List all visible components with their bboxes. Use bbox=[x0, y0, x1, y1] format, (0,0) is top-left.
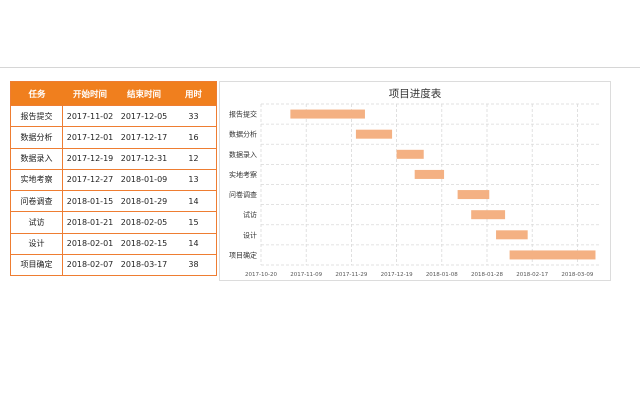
cell-days: 38 bbox=[188, 260, 199, 270]
cell-days: 12 bbox=[188, 154, 199, 164]
cell-task: 问卷调查 bbox=[11, 191, 63, 212]
cell-task: 项目确定 bbox=[11, 254, 63, 275]
cell-task: 实地考察 bbox=[11, 169, 63, 190]
table-row: 数据分析 2017-12-01 2017-12-17 16 bbox=[11, 126, 216, 148]
cell-end: 2017-12-31 bbox=[120, 154, 168, 164]
cell-start: 2018-01-21 bbox=[66, 217, 114, 227]
x-tick-label: 2017-12-19 bbox=[381, 272, 413, 278]
chart-frame bbox=[219, 81, 611, 281]
cell-start: 2018-01-15 bbox=[66, 196, 114, 206]
table-row: 问卷调查 2018-01-15 2018-01-29 14 bbox=[11, 190, 216, 212]
cell-end: 2018-03-17 bbox=[120, 260, 168, 270]
table-row: 设计 2018-02-01 2018-02-15 14 bbox=[11, 232, 216, 254]
cell-start: 2018-02-07 bbox=[66, 260, 114, 270]
table-body: 报告提交 2017-11-02 2017-12-05 33 数据分析 2017-12-01… bbox=[11, 105, 216, 275]
cell-start: 2017-12-27 bbox=[66, 175, 114, 185]
x-tick-label: 2018-01-28 bbox=[471, 272, 503, 278]
x-tick-label: 2018-01-08 bbox=[426, 272, 458, 278]
gantt-bar bbox=[509, 250, 596, 260]
x-tick-label: 2017-11-09 bbox=[290, 272, 322, 278]
category-label: 设计 bbox=[243, 230, 257, 239]
gantt-bar bbox=[396, 149, 424, 159]
cell-end: 2017-12-05 bbox=[120, 111, 168, 121]
cell-end: 2018-02-05 bbox=[120, 217, 168, 227]
header-days-label: 用时 bbox=[184, 89, 202, 100]
cell-task: 设计 bbox=[11, 233, 63, 254]
top-divider bbox=[0, 67, 640, 68]
category-label: 报告提交 bbox=[229, 110, 257, 119]
header-task-label: 任务 bbox=[28, 89, 46, 100]
category-label: 实地考察 bbox=[229, 170, 257, 179]
gantt-bar bbox=[355, 129, 393, 139]
task-table: 任务 开始时间 结束时间 用时 报告提交 2017-11-02 2017-12-05… bbox=[10, 81, 217, 276]
chart-title: 项目进度表 bbox=[388, 88, 442, 100]
cell-start: 2017-11-02 bbox=[66, 111, 114, 121]
gantt-bar bbox=[457, 190, 490, 200]
table-row: 试访 2018-01-21 2018-02-05 15 bbox=[11, 211, 216, 233]
category-label: 项目确定 bbox=[229, 250, 257, 259]
cell-end: 2018-01-29 bbox=[120, 196, 168, 206]
x-tick-label: 2018-02-17 bbox=[516, 272, 548, 278]
cell-start: 2017-12-19 bbox=[66, 154, 114, 164]
cell-task: 数据录入 bbox=[11, 148, 63, 169]
cell-task: 报告提交 bbox=[11, 106, 63, 127]
cell-end: 2017-12-17 bbox=[120, 132, 168, 142]
cell-days: 33 bbox=[188, 111, 199, 121]
cell-end: 2018-01-09 bbox=[120, 175, 168, 185]
cell-task: 数据分析 bbox=[11, 127, 63, 148]
category-label: 问卷调查 bbox=[229, 190, 257, 199]
header-start-label: 开始时间 bbox=[72, 89, 107, 100]
cell-days: 14 bbox=[188, 239, 199, 249]
cell-task: 试访 bbox=[11, 212, 63, 233]
gantt-bar bbox=[290, 109, 365, 119]
table-row: 数据录入 2017-12-19 2017-12-31 12 bbox=[11, 147, 216, 169]
cell-start: 2017-12-01 bbox=[66, 132, 114, 142]
gantt-bar bbox=[414, 169, 445, 179]
table-row: 报告提交 2017-11-02 2017-12-05 33 bbox=[11, 105, 216, 127]
table-row: 实地考察 2017-12-27 2018-01-09 13 bbox=[11, 168, 216, 190]
table-row: 项目确定 2018-02-07 2018-03-17 38 bbox=[11, 253, 216, 275]
cell-days: 15 bbox=[188, 217, 199, 227]
x-tick-label: 2017-11-29 bbox=[335, 272, 367, 278]
x-tick-label: 2018-03-09 bbox=[561, 272, 593, 278]
cell-days: 13 bbox=[188, 175, 199, 185]
header-end: 结束时间 bbox=[117, 82, 171, 105]
cell-start: 2018-02-01 bbox=[66, 239, 114, 249]
header-start: 开始时间 bbox=[63, 82, 117, 105]
category-label: 试访 bbox=[243, 210, 257, 219]
header-days: 用时 bbox=[171, 82, 216, 105]
category-label: 数据录入 bbox=[229, 150, 257, 159]
category-label: 数据分析 bbox=[229, 130, 257, 139]
header-end-label: 结束时间 bbox=[126, 89, 161, 100]
header-task: 任务 bbox=[11, 82, 63, 105]
cell-days: 14 bbox=[188, 196, 199, 206]
x-tick-label: 2017-10-20 bbox=[245, 272, 277, 278]
gantt-bar bbox=[471, 210, 506, 220]
cell-end: 2018-02-15 bbox=[120, 239, 168, 249]
gantt-bar bbox=[496, 230, 528, 240]
table-header: 任务 开始时间 结束时间 用时 bbox=[11, 82, 216, 105]
cell-days: 16 bbox=[188, 132, 199, 142]
